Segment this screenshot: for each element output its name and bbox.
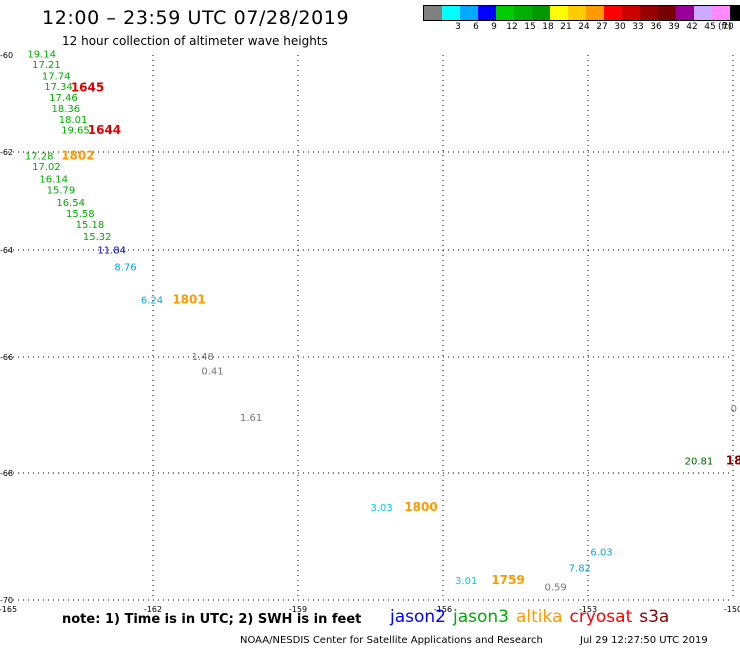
wave-height-value: 16.14 [39,174,68,185]
legend-tick-label: 33 [632,22,644,32]
wave-height-color-legend [423,5,740,21]
wave-height-value: 1.48 [192,352,214,363]
pass-time-label: 1838 [726,453,740,467]
satellite-legend-s3a: s3a [639,607,670,627]
legend-tick-label: 3 [455,22,461,32]
legend-tick-label: 15 [524,22,536,32]
legend-swatch [460,6,478,20]
wave-height-value: 11.84 [97,246,126,257]
satellite-legend-jason3: jason3 [453,607,509,627]
latitude-label: -66 [0,353,13,362]
pass-time-label: 1645 [71,80,104,94]
wave-height-value: 17.74 [42,71,71,82]
pass-time-label: 1644 [88,123,121,137]
legend-tick-label: 39 [668,22,680,32]
latitude-label: -60 [0,51,13,60]
wave-height-value: 17.28 [25,151,54,162]
page-subtitle: 12 hour collection of altimeter wave hei… [62,34,328,48]
legend-swatch [514,6,532,20]
legend-swatch [496,6,514,20]
legend-tick-label: 30 [614,22,626,32]
legend-tick-label: 18 [542,22,554,32]
wave-height-value: 15.32 [83,232,112,243]
legend-tick-label: 42 [686,22,698,32]
legend-swatch [442,6,460,20]
longitude-label: -150 [724,605,740,614]
wave-height-value: 8.76 [114,262,136,273]
credit-text: NOAA/NESDIS Center for Satellite Applica… [240,635,543,646]
wave-height-value: 20.81 [685,456,714,467]
pass-time-label: 1802 [61,148,94,162]
legend-swatch [694,6,712,20]
longitude-label: -159 [289,605,307,614]
legend-swatch [532,6,550,20]
satellite-legend-altika: altika [516,607,563,627]
wave-height-value: 19.14 [27,49,56,60]
pass-time-label: 1759 [491,573,524,587]
wave-height-value: 15.58 [66,209,95,220]
wave-height-value: 17.21 [32,60,61,71]
legend-swatch [730,6,740,20]
legend-swatch [622,6,640,20]
wave-height-value: 15.18 [76,220,105,231]
legend-tick-label: 27 [596,22,608,32]
legend-swatch [424,6,442,20]
pass-time-label: 1800 [404,500,437,514]
legend-tick-label: 9 [491,22,497,32]
legend-tick-label: 36 [650,22,662,32]
legend-swatch [568,6,586,20]
legend-tick-label: 24 [578,22,590,32]
wave-height-value: 0.41 [201,366,223,377]
satellite-legend: jason2 jason3 altika cryosat s3a [390,607,676,627]
legend-swatch [676,6,694,20]
legend-tick-label: 12 [506,22,518,32]
longitude-label: -162 [144,605,162,614]
wave-height-value: 18.36 [52,104,81,115]
legend-swatch [712,6,730,20]
legend-tick-label: 70 [722,22,734,32]
longitude-label: -165 [0,605,17,614]
latitude-label: -62 [0,148,13,157]
latitude-label: -68 [0,469,13,478]
generated-timestamp: Jul 29 12:27:50 UTC 2019 [580,635,708,646]
wave-height-value: 18.01 [59,115,88,126]
wave-height-value: 16.54 [56,198,85,209]
longitude-label: -156 [434,605,452,614]
legend-swatch [586,6,604,20]
legend-tick-label: 21 [560,22,572,32]
page-title: 12:00 – 23:59 UTC 07/28/2019 [42,7,350,29]
legend-swatch [478,6,496,20]
wave-height-value: 0.59 [545,582,567,593]
wave-height-value: 7.82 [569,563,591,574]
legend-swatch [640,6,658,20]
satellite-legend-cryosat: cryosat [569,607,633,627]
legend-swatch [658,6,676,20]
latitude-label: -70 [0,596,13,605]
wave-height-value: 15.79 [47,186,76,197]
wave-height-value: 19.65 [61,126,90,137]
wave-height-value: 3.03 [371,503,393,514]
pass-time-label: 1801 [172,293,205,307]
wave-height-value: 0 [731,404,737,415]
wave-height-value: 6.03 [590,548,612,559]
legend-unit-label: (ft) [718,22,732,32]
legend-swatch [550,6,568,20]
wave-height-value: 17.02 [32,162,61,173]
footer-note: note: 1) Time is in UTC; 2) SWH is in fe… [62,612,362,627]
longitude-label: -153 [579,605,597,614]
legend-tick-label: 45 [704,22,716,32]
wave-height-value: 3.01 [455,576,477,587]
wave-height-value: 17.34 [44,82,73,93]
legend-tick-label: 6 [473,22,479,32]
wave-height-value: 1.61 [240,413,262,424]
satellite-legend-jason2: jason2 [390,607,446,627]
wave-height-value: 17.46 [49,93,78,104]
latitude-label: -64 [0,246,13,255]
wave-height-value: 6.24 [141,296,163,307]
legend-swatch [604,6,622,20]
